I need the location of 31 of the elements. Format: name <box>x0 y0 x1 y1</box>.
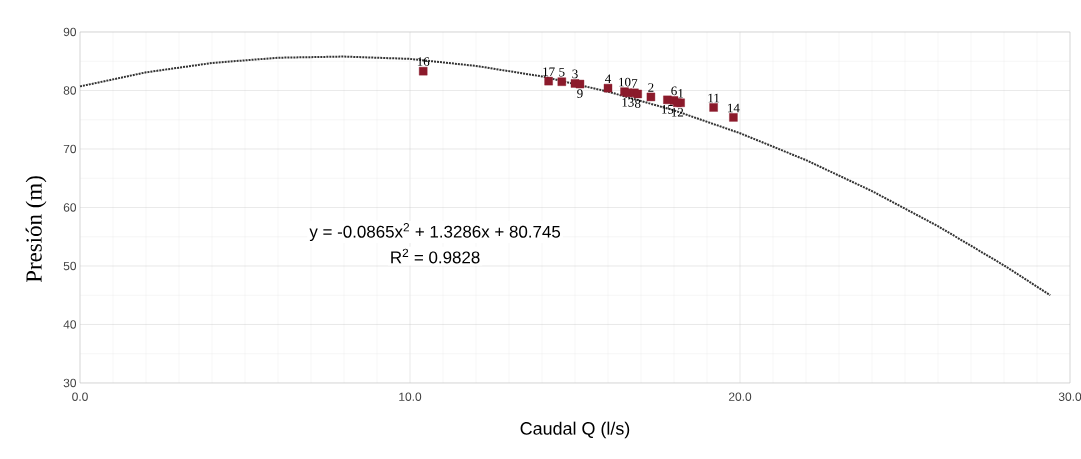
x-tick-label: 10.0 <box>399 392 422 401</box>
y-tick-label: 60 <box>63 203 77 212</box>
y-tick-label: 90 <box>63 27 77 37</box>
y-tick-label: 50 <box>63 261 77 271</box>
annotation: 9 <box>577 89 583 98</box>
y-tick-label: 70 <box>63 144 77 154</box>
y-tick-label: 30 <box>63 378 77 388</box>
annotation: 10 <box>619 77 631 87</box>
annotation: 15 <box>662 105 674 114</box>
x-tick-label: 20.0 <box>728 392 752 401</box>
annotation: 6 <box>671 86 677 96</box>
annotation: 3 <box>572 69 578 79</box>
annotation: 13 <box>622 98 634 107</box>
annotation: 2 <box>648 83 654 92</box>
annotation: 8 <box>634 99 641 108</box>
annotation: R$^{2}$ = 0.9828 <box>391 248 480 264</box>
x-tick-label: 0.0 <box>72 392 88 401</box>
y-tick-label: 80 <box>63 86 77 95</box>
annotation: 1 <box>678 89 684 98</box>
annotation: 4 <box>605 74 612 83</box>
x-tick-label: 30.0 <box>1058 392 1081 401</box>
y-tick-label: 40 <box>63 320 77 329</box>
annotation: 14 <box>728 103 740 113</box>
y-axis-title: Presión (m) <box>25 176 47 283</box>
annotation: 5 <box>559 67 565 77</box>
x-axis-title: Caudal Q (l/s) <box>520 421 630 439</box>
annotation: y = -0.0865x$^{2}$ + 1.3286x + 80.745 <box>309 223 561 242</box>
annotation: 7 <box>632 79 638 88</box>
annotation: 17 <box>543 67 555 76</box>
annotation: 11 <box>708 93 720 103</box>
annotation: 12 <box>671 107 684 117</box>
